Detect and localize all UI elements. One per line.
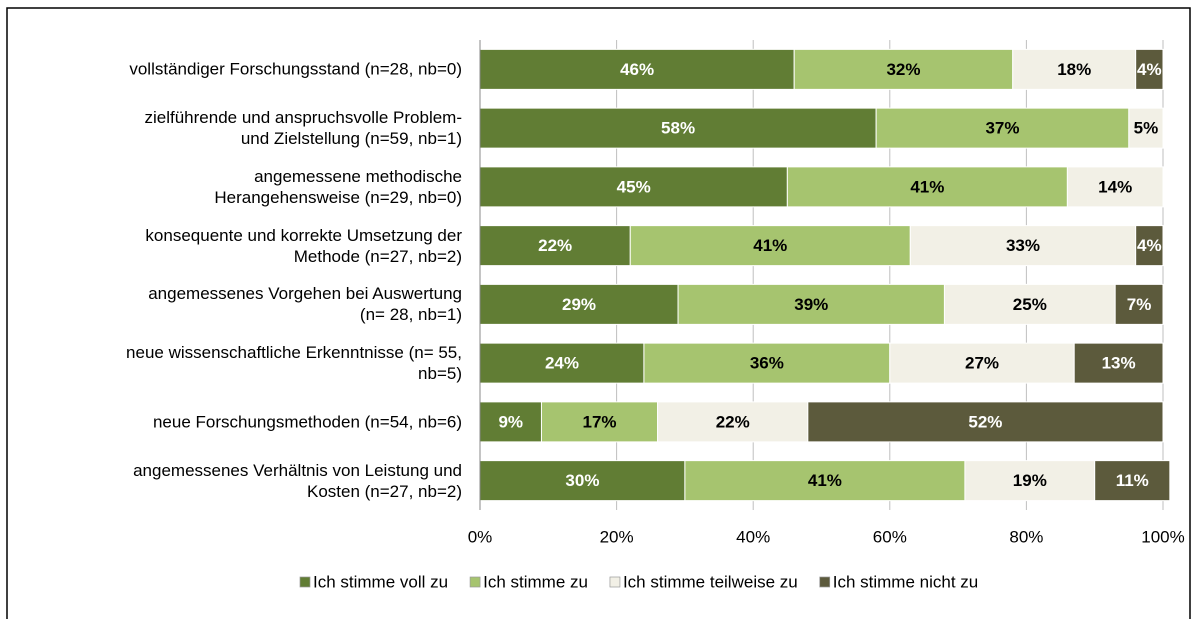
x-tick-label: 40%	[736, 527, 770, 546]
bar-segment	[943, 283, 1116, 325]
category-label: angemessenes Vorgehen bei Auswertung (n=…	[148, 284, 462, 325]
legend-label: Ich stimme nicht zu	[833, 572, 979, 591]
legend-swatch	[299, 576, 311, 588]
bar-segment	[677, 283, 945, 325]
legend-swatch	[819, 576, 831, 588]
data-label: 22%	[716, 412, 750, 431]
legend-label: Ich stimme voll zu	[313, 572, 448, 591]
bar-segment	[684, 460, 966, 502]
bar-segment	[1114, 283, 1164, 325]
data-label: 41%	[808, 471, 842, 490]
data-label: 13%	[1102, 354, 1136, 373]
bar-segment	[479, 166, 788, 208]
category-label: zielführende und anspruchsvolle Problem-…	[144, 108, 462, 149]
data-label: 36%	[750, 354, 784, 373]
x-tick-label: 0%	[468, 527, 493, 546]
category-label: angemessenes Verhältnis von Leistung und…	[133, 460, 462, 501]
bar-segment	[479, 225, 631, 267]
data-label: 39%	[794, 295, 828, 314]
legend-swatch	[469, 576, 481, 588]
x-tick-label: 100%	[1141, 527, 1184, 546]
data-label: 18%	[1057, 60, 1091, 79]
bar-segment	[793, 48, 1014, 90]
data-label: 9%	[498, 412, 523, 431]
bar-segment	[807, 401, 1164, 443]
data-label: 25%	[1013, 295, 1047, 314]
category-label: neue wissenschaftliche Erkenntnisse (n= …	[126, 343, 462, 384]
x-tick-label: 80%	[1009, 527, 1043, 546]
data-label: 41%	[753, 236, 787, 255]
data-label: 29%	[562, 295, 596, 314]
bar-segment	[1135, 225, 1164, 267]
legend-swatch	[609, 576, 621, 588]
bar-segment	[629, 225, 911, 267]
data-label: 52%	[968, 412, 1002, 431]
data-label: 24%	[545, 354, 579, 373]
frame	[6, 7, 1191, 619]
data-label: 22%	[538, 236, 572, 255]
bar-segment	[909, 225, 1137, 267]
data-label: 30%	[565, 471, 599, 490]
bar-segment	[479, 342, 645, 384]
data-label: 37%	[985, 119, 1019, 138]
data-label: 45%	[617, 177, 651, 196]
data-label: 27%	[965, 354, 999, 373]
data-label: 4%	[1137, 60, 1162, 79]
data-label: 11%	[1116, 471, 1149, 490]
legend-label: Ich stimme teilweise zu	[623, 572, 798, 591]
bar-segment	[1094, 460, 1171, 502]
bar-segment	[643, 342, 891, 384]
data-label: 17%	[583, 412, 617, 431]
category-label: vollständiger Forschungsstand (n=28, nb=…	[129, 59, 462, 79]
bar-segment	[1073, 342, 1164, 384]
data-label: 46%	[620, 60, 654, 79]
x-tick-label: 20%	[600, 527, 634, 546]
data-label: 19%	[1013, 471, 1047, 490]
x-tick-label: 60%	[873, 527, 907, 546]
bar-segment	[479, 107, 877, 149]
bar-segment	[479, 460, 686, 502]
data-label: 7%	[1127, 295, 1152, 314]
bar-segment	[964, 460, 1096, 502]
legend-label: Ich stimme zu	[483, 572, 588, 591]
data-label: 33%	[1006, 236, 1040, 255]
bar-segment	[1128, 107, 1164, 149]
data-label: 5%	[1134, 119, 1159, 138]
bar-segment	[786, 166, 1068, 208]
category-label: konsequente und korrekte Umsetzung der M…	[145, 225, 462, 266]
data-label: 32%	[886, 60, 920, 79]
data-label: 14%	[1098, 177, 1132, 196]
bar-segment	[1066, 166, 1164, 208]
data-label: 58%	[661, 119, 695, 138]
data-label: 41%	[910, 177, 944, 196]
category-label: neue Forschungsmethoden (n=54, nb=6)	[152, 412, 462, 432]
bar-segment	[1135, 48, 1164, 90]
data-label: 4%	[1137, 236, 1162, 255]
category-label: angemessene methodische Herangehensweise…	[214, 166, 462, 207]
